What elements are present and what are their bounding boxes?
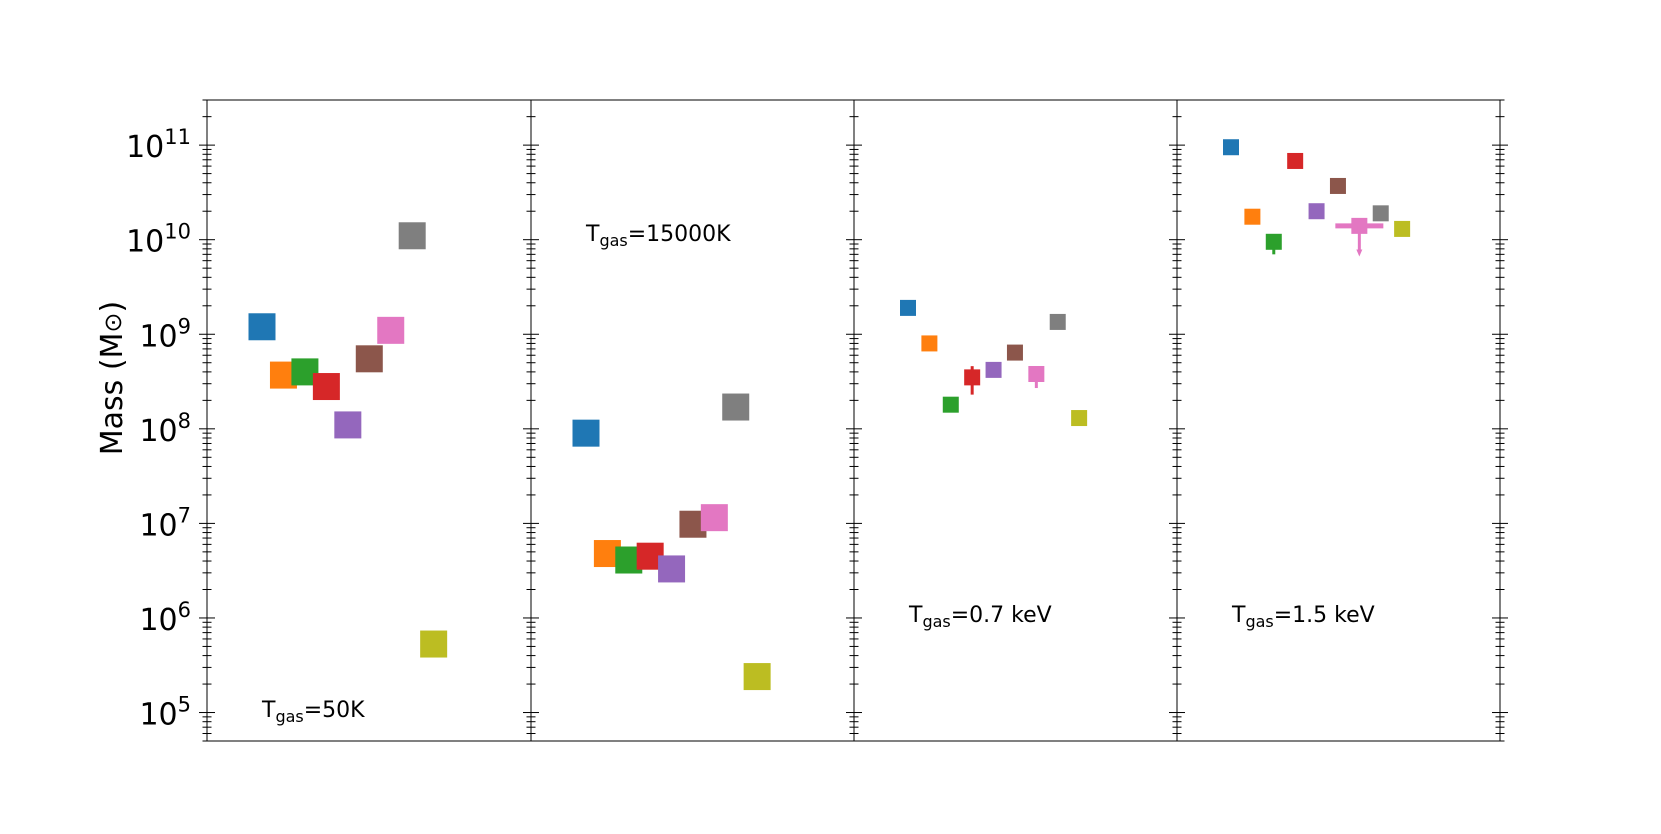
data-point bbox=[900, 299, 916, 316]
y-axis: 105 106 107 108 109 1010 1011 bbox=[126, 125, 191, 732]
data-point bbox=[1287, 152, 1304, 169]
data-point bbox=[1329, 177, 1346, 194]
y-tick-label: 1010 bbox=[126, 220, 191, 260]
panels: Tgas=50K Tgas=15000K Tgas=0.7 keV Tgas=1.5 … bbox=[199, 99, 1508, 742]
panel-4: Tgas=1.5 keV bbox=[1176, 99, 1501, 742]
data-point bbox=[355, 345, 383, 373]
data-point bbox=[334, 411, 362, 439]
data-point bbox=[398, 222, 426, 250]
data-point bbox=[921, 335, 938, 352]
data-point bbox=[420, 630, 448, 658]
panel-2: Tgas=15000K bbox=[530, 99, 855, 742]
data-point bbox=[964, 369, 981, 386]
panel-label: Tgas=0.7 keV bbox=[908, 603, 1052, 631]
panel-frame bbox=[853, 99, 1178, 742]
upper-limit-arrow bbox=[1356, 249, 1363, 257]
y-tick-label: 107 bbox=[139, 503, 191, 543]
panel-label: Tgas=1.5 keV bbox=[1231, 603, 1375, 631]
y-axis-label: Mass (M⊙) bbox=[95, 301, 130, 455]
panel-label: Tgas=50K bbox=[261, 698, 365, 726]
data-point bbox=[1372, 205, 1389, 222]
data-point bbox=[1265, 233, 1282, 250]
data-point bbox=[700, 504, 728, 532]
data-point bbox=[1049, 313, 1066, 330]
data-point bbox=[1394, 220, 1411, 237]
y-tick-label: 106 bbox=[139, 598, 191, 638]
panel-label: Tgas=15000K bbox=[585, 222, 731, 250]
data-point bbox=[1028, 365, 1045, 382]
y-tick-label: 108 bbox=[139, 409, 191, 449]
panel-1: Tgas=50K bbox=[206, 99, 532, 742]
data-point bbox=[1244, 208, 1261, 225]
data-point bbox=[1223, 139, 1239, 156]
panel-3: Tgas=0.7 keV bbox=[853, 99, 1178, 742]
y-tick-label: 1011 bbox=[126, 125, 191, 165]
y-tick-label: 105 bbox=[139, 693, 191, 733]
panel-frame bbox=[1176, 99, 1501, 742]
data-point bbox=[985, 361, 1002, 378]
y-tick-label: 109 bbox=[139, 314, 191, 354]
data-point bbox=[722, 393, 750, 421]
data-point bbox=[942, 396, 959, 413]
data-point bbox=[377, 316, 405, 344]
data-point bbox=[248, 313, 276, 341]
data-point bbox=[743, 663, 771, 691]
data-point bbox=[1071, 410, 1088, 427]
data-point bbox=[572, 419, 600, 447]
panel-frame bbox=[206, 99, 532, 742]
data-point bbox=[1308, 203, 1325, 220]
data-point bbox=[312, 373, 340, 401]
data-point bbox=[658, 555, 686, 583]
data-point bbox=[1006, 344, 1023, 361]
